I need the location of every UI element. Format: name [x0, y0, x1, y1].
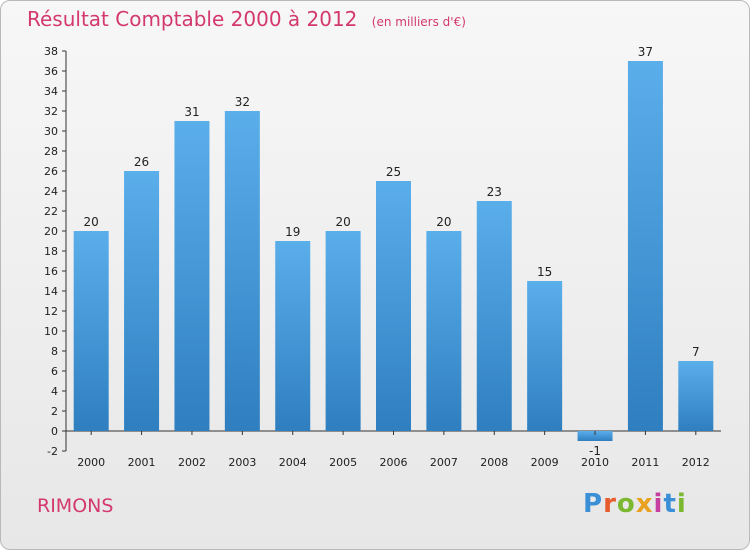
- bar: [527, 281, 563, 431]
- x-tick-label: 2006: [380, 456, 408, 469]
- chart-title: Résultat Comptable 2000 à 2012 (en milli…: [27, 7, 466, 31]
- x-tick-label: 2012: [682, 456, 710, 469]
- x-tick-label: 2003: [228, 456, 256, 469]
- logo-letter: r: [603, 489, 617, 519]
- data-label: 7: [692, 345, 700, 359]
- bar: [124, 171, 160, 431]
- data-label: 15: [537, 265, 552, 279]
- data-label: 31: [184, 105, 199, 119]
- data-label: 19: [285, 225, 300, 239]
- logo-letter: o: [616, 489, 636, 519]
- y-tick-label: 6: [51, 365, 58, 378]
- y-tick-label: 14: [44, 285, 58, 298]
- logo-letter: t: [663, 489, 677, 519]
- x-tick-label: 2010: [581, 456, 609, 469]
- y-tick-label: 34: [44, 85, 58, 98]
- proxiti-logo: Proxiti: [583, 489, 687, 519]
- y-tick-label: 28: [44, 145, 58, 158]
- x-tick-label: 2011: [631, 456, 659, 469]
- chart-title-unit: (en milliers d'€): [371, 15, 466, 29]
- y-tick-label: 38: [44, 45, 58, 58]
- y-tick-label: 36: [44, 65, 58, 78]
- logo-letter: i: [653, 489, 664, 519]
- data-label: 23: [487, 185, 502, 199]
- bar: [376, 181, 411, 431]
- x-tick-label: 2008: [480, 456, 508, 469]
- data-label: 20: [84, 215, 99, 229]
- data-label: 20: [436, 215, 451, 229]
- logo-letter: x: [635, 489, 654, 519]
- y-tick-label: 26: [44, 165, 58, 178]
- x-tick-label: 2007: [430, 456, 458, 469]
- y-tick-label: 10: [44, 325, 58, 338]
- x-tick-label: 2000: [77, 456, 105, 469]
- bar: [426, 231, 462, 431]
- y-tick-label: 8: [51, 345, 58, 358]
- logo-letter: P: [583, 489, 604, 519]
- bar: [174, 121, 210, 431]
- data-label: 26: [134, 155, 149, 169]
- bar: [73, 231, 109, 431]
- bar: [678, 361, 714, 431]
- data-label: 20: [335, 215, 350, 229]
- x-tick-label: 2009: [531, 456, 559, 469]
- y-tick-label: 18: [44, 245, 58, 258]
- x-tick-label: 2004: [279, 456, 307, 469]
- data-label: 37: [638, 45, 653, 59]
- data-label: 25: [386, 165, 401, 179]
- y-tick-label: 22: [44, 205, 58, 218]
- bar: [325, 231, 361, 431]
- y-tick-label: 0: [51, 425, 58, 438]
- x-tick-label: 2005: [329, 456, 357, 469]
- x-tick-label: 2002: [178, 456, 206, 469]
- bar: [476, 201, 512, 431]
- x-tick-label: 2001: [128, 456, 156, 469]
- bar: [577, 431, 613, 441]
- bar: [275, 241, 311, 431]
- bar: [224, 111, 260, 431]
- logo-letter: i: [676, 489, 687, 519]
- chart-title-main: Résultat Comptable 2000 à 2012: [27, 7, 358, 31]
- bar: [627, 61, 663, 431]
- data-label: -1: [589, 444, 601, 458]
- y-tick-label: 20: [44, 225, 58, 238]
- y-tick-label: 24: [44, 185, 58, 198]
- y-tick-label: 32: [44, 105, 58, 118]
- y-tick-label: 30: [44, 125, 58, 138]
- y-tick-label: -2: [47, 445, 58, 458]
- y-tick-label: 12: [44, 305, 58, 318]
- y-tick-label: 4: [51, 385, 58, 398]
- y-tick-label: 16: [44, 265, 58, 278]
- y-tick-label: 2: [51, 405, 58, 418]
- data-label: 32: [235, 95, 250, 109]
- commune-name: RIMONS: [37, 495, 114, 517]
